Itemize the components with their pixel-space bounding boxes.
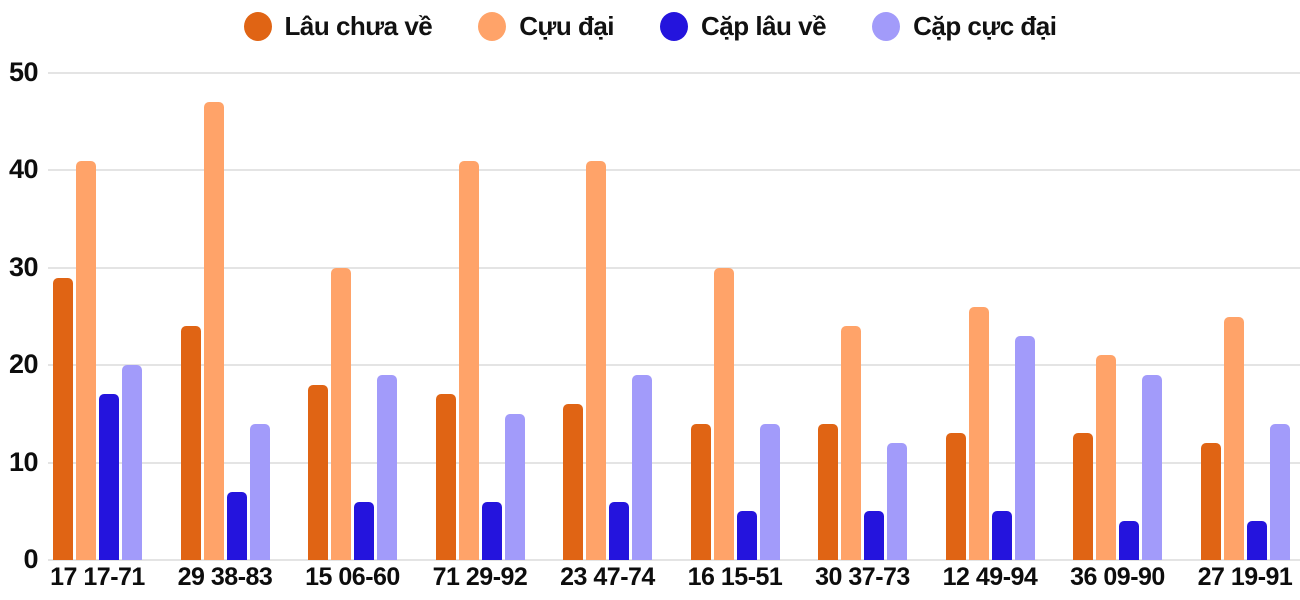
bar-group-2: [180, 102, 270, 560]
bar-series3-cat5: [609, 501, 629, 560]
bar-series2-cat10: [1223, 316, 1244, 560]
gridline: [48, 364, 1300, 367]
bar-series4-cat5: [632, 374, 652, 560]
x-axis-category-label: 17 17-71: [50, 563, 145, 591]
y-axis-tick-label: 40: [8, 154, 39, 185]
bar-series2-cat5: [586, 160, 606, 560]
bar-series2-cat7: [841, 326, 861, 560]
bar-series2-cat9: [1096, 355, 1116, 560]
y-axis-tick-label: 50: [8, 57, 39, 87]
gridline: [48, 72, 1300, 74]
x-axis-category-label: 16 15-51: [687, 563, 783, 591]
gridline: [48, 169, 1300, 172]
bar-series3-cat8: [991, 511, 1012, 560]
legend-item-1[interactable]: Lâu chưa về: [243, 10, 433, 42]
legend-marker-icon: [478, 11, 507, 41]
bar-group-10: [1200, 316, 1290, 560]
legend: Lâu chưa về Cựu đại Cặp lâu về Cặp cực đại: [0, 6, 1300, 46]
bar-series3-cat3: [354, 501, 374, 560]
legend-marker-icon: [660, 11, 689, 41]
legend-item-4[interactable]: Cặp cực đại: [872, 10, 1057, 42]
bar-group-3: [308, 267, 397, 560]
bar-series3-cat2: [226, 491, 247, 560]
bar-group-7: [818, 326, 907, 560]
legend-item-3[interactable]: Cặp lâu về: [660, 10, 827, 42]
bar-series4-cat8: [1014, 335, 1035, 560]
x-axis-category-label: 30 37-73: [815, 563, 910, 591]
bar-series1-cat9: [1073, 433, 1093, 560]
bar-series4-cat3: [377, 374, 397, 560]
bar-group-6: [690, 267, 780, 560]
bar-series1-cat4: [435, 394, 456, 560]
x-axis-category-label: 71 29-92: [432, 563, 528, 591]
bar-series3-cat6: [736, 511, 757, 560]
legend-item-label: Cựu đại: [519, 10, 615, 41]
legend-item-label: Cặp cực đại: [913, 10, 1057, 41]
bar-series1-cat2: [180, 326, 201, 560]
x-axis-category-label: 36 09-90: [1070, 563, 1165, 591]
bar-group-9: [1073, 355, 1162, 560]
y-axis-tick-label: 0: [23, 544, 38, 574]
y-axis-tick-label: 20: [8, 349, 39, 380]
bar-series2-cat8: [968, 306, 989, 560]
legend-item-label: Cặp lâu về: [701, 10, 827, 41]
gridline: [48, 266, 1300, 269]
bar-series1-cat3: [308, 384, 328, 560]
bar-series2-cat2: [203, 102, 224, 560]
bar-series3-cat7: [864, 511, 884, 560]
bar-series4-cat9: [1142, 374, 1162, 560]
x-axis-category-label: 15 06-60: [305, 563, 400, 591]
bar-series4-cat4: [504, 413, 525, 560]
bar-series4-cat10: [1269, 423, 1290, 560]
x-axis-category-label: 29 38-83: [177, 563, 273, 591]
bar-series1-cat7: [818, 423, 838, 560]
legend-item-2[interactable]: Cựu đại: [478, 10, 615, 42]
bar-series3-cat4: [481, 501, 502, 560]
bar-series2-cat6: [713, 267, 734, 560]
bar-series1-cat10: [1200, 443, 1221, 560]
bar-group-5: [563, 160, 652, 560]
bar-series4-cat7: [887, 443, 907, 560]
bar-group-8: [945, 306, 1035, 560]
bar-series1-cat1: [53, 277, 73, 560]
x-axis-category-label: 23 47-74: [560, 563, 655, 591]
bar-series2-cat3: [331, 267, 351, 560]
legend-marker-icon: [872, 11, 901, 41]
gridline: [48, 461, 1300, 464]
bar-series3-cat10: [1246, 521, 1267, 560]
legend-marker-icon: [243, 11, 272, 41]
x-axis-category-label: 12 49-94: [942, 563, 1038, 591]
bars-layer: [48, 0, 1300, 560]
bar-series1-cat5: [563, 404, 583, 560]
bar-series3-cat1: [99, 394, 119, 560]
bar-series1-cat8: [945, 433, 966, 560]
bar-series4-cat2: [249, 423, 270, 560]
x-axis-category-label: 27 19-91: [1197, 563, 1293, 591]
bar-series4-cat1: [122, 365, 142, 560]
legend-item-label: Lâu chưa về: [284, 10, 433, 41]
bar-group-4: [435, 160, 525, 560]
bar-series2-cat4: [458, 160, 479, 560]
bar-series1-cat6: [690, 423, 711, 560]
bar-group-1: [53, 160, 142, 560]
bar-series4-cat6: [759, 423, 780, 560]
bar-series3-cat9: [1119, 521, 1139, 560]
gridline: [48, 559, 1300, 561]
y-axis-tick-label: 10: [8, 446, 39, 477]
bar-series2-cat1: [76, 160, 96, 560]
y-axis-tick-label: 30: [8, 251, 39, 282]
